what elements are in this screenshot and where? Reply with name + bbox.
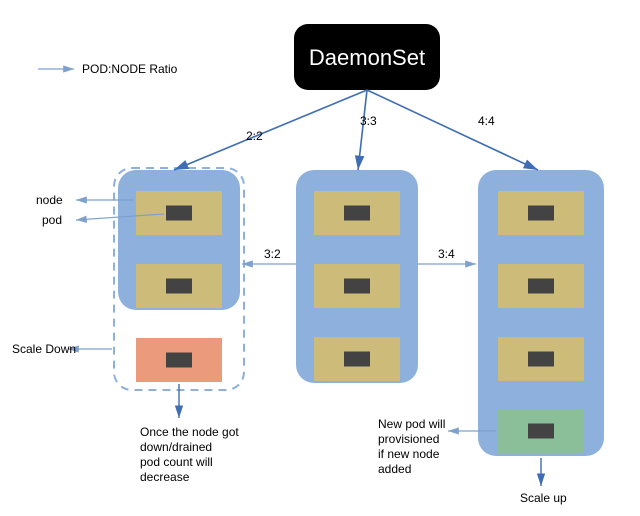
- drain-text-1: down/drained: [140, 440, 212, 454]
- node-mid-1-pod: [344, 279, 370, 294]
- pod-label: pod: [42, 213, 62, 227]
- ratio-mid: 3:3: [360, 114, 377, 128]
- drain-text-0: Once the node got: [140, 425, 239, 439]
- newpod-text-0: New pod will: [378, 417, 445, 431]
- drain-text-3: decrease: [140, 470, 190, 484]
- arrow-to-mid: [358, 90, 367, 170]
- node-scaled-up-pod: [528, 424, 554, 439]
- node-mid-0-pod: [344, 206, 370, 221]
- newpod-text-2: if new node: [378, 447, 440, 461]
- node-mid-2-pod: [344, 352, 370, 367]
- daemonset-title: DaemonSet: [309, 45, 425, 70]
- newpod-text-1: provisioned: [378, 432, 439, 446]
- drain-text-2: pod count will: [140, 455, 213, 469]
- scale-up-label: Scale up: [520, 491, 567, 505]
- arrow-to-right: [367, 90, 538, 170]
- ratio-right: 4:4: [478, 114, 495, 128]
- node-scaled-down-pod: [166, 353, 192, 368]
- arrow-scaleup-label: 3:4: [438, 247, 455, 261]
- node-left-0-pod: [166, 206, 192, 221]
- node-right-2-pod: [528, 352, 554, 367]
- arrow-scaledown-label: 3:2: [264, 247, 281, 261]
- legend-label: POD:NODE Ratio: [82, 62, 178, 76]
- ratio-left: 2:2: [246, 129, 263, 143]
- scale-down-label: Scale Down: [12, 342, 76, 356]
- node-right-0-pod: [528, 206, 554, 221]
- node-right-1-pod: [528, 279, 554, 294]
- node-label: node: [36, 193, 63, 207]
- diagram-canvas: POD:NODE Ratio DaemonSet 2:2 3:3 4:4 3:2 3:4 no…: [0, 0, 640, 516]
- node-left-1-pod: [166, 279, 192, 294]
- arrow-to-left: [174, 90, 367, 170]
- newpod-text-3: added: [378, 462, 411, 476]
